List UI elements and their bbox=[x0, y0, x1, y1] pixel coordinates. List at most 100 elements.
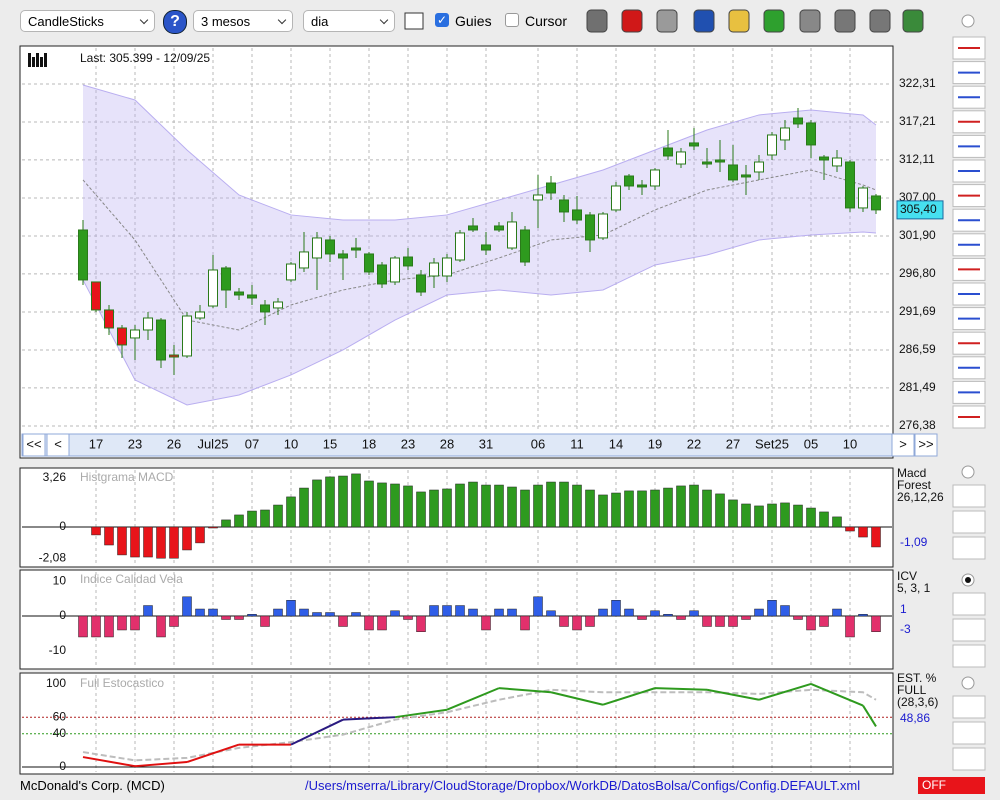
histogram-bar bbox=[715, 493, 725, 528]
panel-title: Full Estocastico bbox=[80, 676, 164, 690]
histogram-bar bbox=[130, 615, 140, 631]
chart-icon[interactable] bbox=[404, 12, 424, 30]
x-tick-label: 17 bbox=[89, 436, 103, 451]
histogram-bar bbox=[351, 473, 361, 528]
histogram-bar bbox=[546, 481, 556, 528]
histogram-bar bbox=[351, 612, 361, 617]
candle-body bbox=[858, 187, 868, 209]
histogram-bar bbox=[533, 596, 543, 617]
toolbar-icon[interactable] bbox=[834, 9, 856, 33]
nav-prev[interactable]: < bbox=[54, 436, 62, 451]
histogram-bar bbox=[403, 485, 413, 528]
histogram-bar bbox=[273, 504, 283, 528]
candle-body bbox=[689, 142, 699, 147]
histogram-bar bbox=[429, 489, 439, 528]
candle-body bbox=[728, 164, 738, 181]
histogram-bar bbox=[637, 490, 647, 528]
candle-body bbox=[78, 229, 88, 281]
histogram-bar bbox=[494, 484, 504, 528]
status-button[interactable]: OFF bbox=[918, 777, 985, 794]
panel-tool[interactable] bbox=[952, 747, 986, 771]
period-select[interactable]: 3 mesos bbox=[193, 10, 293, 32]
toolbar-icon[interactable] bbox=[799, 9, 821, 33]
histogram-bar bbox=[702, 615, 712, 627]
histogram-bar bbox=[559, 615, 569, 627]
candle-body bbox=[312, 237, 322, 259]
radio-button[interactable] bbox=[961, 14, 975, 28]
nav-first-button[interactable] bbox=[22, 433, 46, 457]
histogram-bar bbox=[533, 484, 543, 528]
candle-body bbox=[104, 309, 114, 329]
candle-body bbox=[221, 267, 231, 291]
nav-next-button[interactable] bbox=[891, 433, 915, 457]
x-tick-label: 23 bbox=[128, 436, 142, 451]
toolbar-icon[interactable] bbox=[656, 9, 678, 33]
histogram-bar bbox=[195, 526, 205, 544]
readout: 48,86 bbox=[900, 711, 930, 725]
candle-body bbox=[572, 209, 582, 221]
histogram-bar bbox=[364, 480, 374, 528]
nav-last[interactable]: >> bbox=[918, 436, 933, 451]
panel-tool[interactable] bbox=[952, 510, 986, 534]
y-tick-label: 286,59 bbox=[899, 342, 936, 356]
panel-tool[interactable] bbox=[952, 618, 986, 642]
y-tick-label: 0 bbox=[59, 608, 66, 622]
toolbar-icon[interactable] bbox=[586, 9, 608, 33]
panel-tool[interactable] bbox=[952, 644, 986, 668]
toolbar-icon[interactable] bbox=[621, 9, 643, 33]
nav-next[interactable]: > bbox=[899, 436, 907, 451]
panel-tool[interactable] bbox=[952, 536, 986, 560]
histogram-bar bbox=[325, 612, 335, 617]
panel-tool[interactable] bbox=[952, 721, 986, 745]
nav-last-button[interactable] bbox=[914, 433, 938, 457]
panel-radio[interactable] bbox=[961, 676, 975, 690]
histogram-bar bbox=[169, 615, 179, 627]
panel-radio[interactable] bbox=[961, 465, 975, 479]
nav-prev-button[interactable] bbox=[46, 433, 70, 457]
guides-checkbox[interactable]: ✓ bbox=[435, 13, 449, 27]
cursor-checkbox[interactable] bbox=[505, 13, 519, 27]
config-path[interactable]: /Users/mserra/Library/CloudStorage/Dropb… bbox=[305, 778, 861, 793]
histogram-bar bbox=[806, 615, 816, 631]
legend-text: Macd bbox=[897, 466, 926, 480]
histogram-bar bbox=[624, 490, 634, 528]
candle-body bbox=[481, 244, 491, 251]
cursor-label[interactable]: Cursor bbox=[525, 13, 568, 29]
candle-body bbox=[91, 281, 101, 311]
last-quote: Last: 305.399 - 12/09/25 bbox=[80, 51, 210, 65]
panel-tool[interactable] bbox=[952, 592, 986, 616]
histogram-bar bbox=[247, 614, 257, 617]
help-button[interactable]: ? bbox=[163, 10, 187, 34]
toolbar-icon[interactable] bbox=[763, 9, 785, 33]
y-tick-label: 100 bbox=[46, 676, 66, 690]
nav-first[interactable]: << bbox=[26, 436, 41, 451]
candle-body bbox=[377, 264, 387, 285]
company-name: McDonald's Corp. (MCD) bbox=[20, 778, 165, 793]
x-tick-label: 05 bbox=[804, 436, 818, 451]
histogram-bar bbox=[845, 526, 855, 532]
toolbar-icon[interactable] bbox=[728, 9, 750, 33]
indicator-panel bbox=[19, 672, 894, 775]
interval-select[interactable]: dia bbox=[303, 10, 395, 32]
y-tick-label: -10 bbox=[49, 643, 67, 657]
candle-body bbox=[650, 169, 660, 187]
stoch-k-segment bbox=[810, 683, 864, 707]
candle-body bbox=[208, 269, 218, 307]
y-tick-label: 296,80 bbox=[899, 266, 936, 280]
histogram-bar bbox=[338, 615, 348, 627]
guides-label[interactable]: Guies bbox=[455, 13, 492, 29]
x-tick-label: 26 bbox=[167, 436, 181, 451]
toolbar-icon[interactable] bbox=[869, 9, 891, 33]
histogram-bar bbox=[299, 487, 309, 528]
stoch-k-segment bbox=[342, 716, 396, 721]
toolbar-icon[interactable] bbox=[902, 9, 924, 33]
histogram-bar bbox=[429, 605, 439, 617]
panel-tool[interactable] bbox=[952, 484, 986, 508]
candle-body bbox=[845, 161, 855, 209]
toolbar-icon[interactable] bbox=[693, 9, 715, 33]
panel-tool[interactable] bbox=[952, 695, 986, 719]
histogram-bar bbox=[156, 526, 166, 559]
chart-type-select[interactable]: CandleSticks bbox=[20, 10, 155, 32]
candle-body bbox=[273, 301, 283, 309]
histogram-bar bbox=[221, 519, 231, 528]
